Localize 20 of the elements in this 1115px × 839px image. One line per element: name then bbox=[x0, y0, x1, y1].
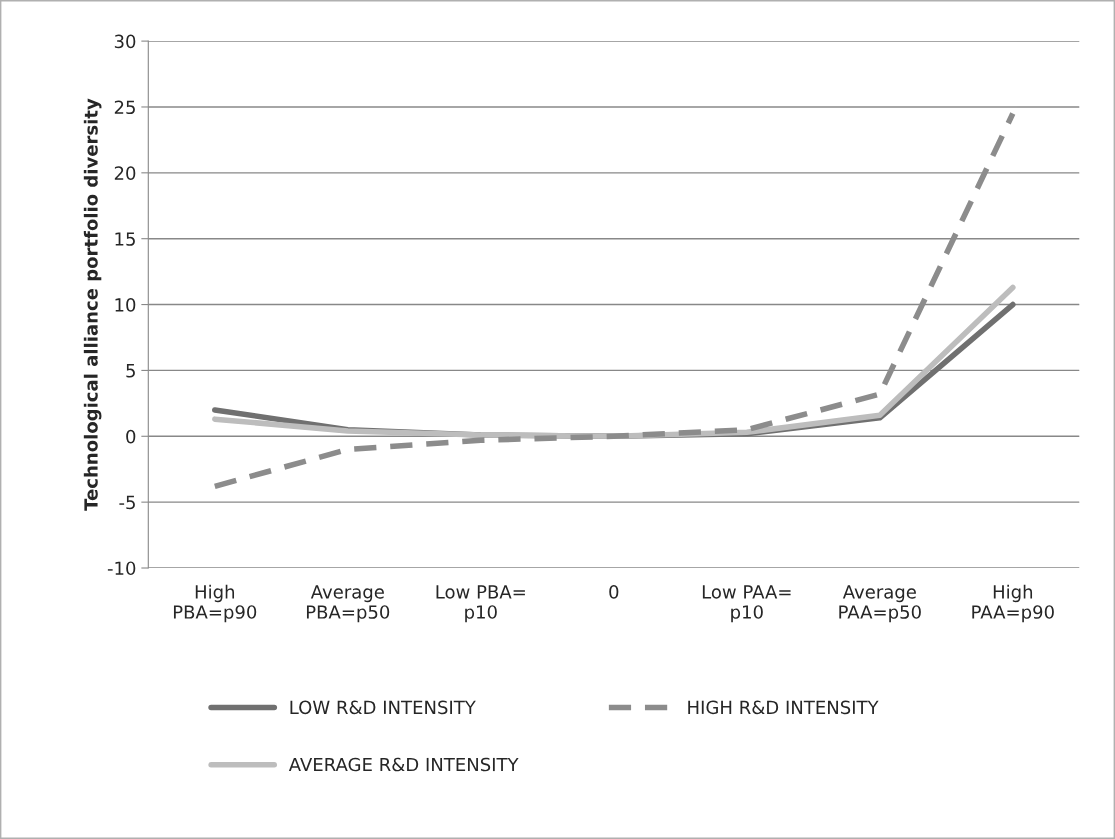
x-tick-label: Average PAA=p50 bbox=[839, 585, 921, 623]
x-tick-label: High PBA=p90 bbox=[173, 584, 257, 623]
x-tick-label: Low PBA= p10 bbox=[436, 585, 525, 623]
y-tick-label: 10 bbox=[115, 298, 136, 312]
x-tick-label: Low PAA= p10 bbox=[702, 585, 791, 623]
y-tick-label: 0 bbox=[126, 429, 136, 444]
y-tick-label: -10 bbox=[107, 561, 136, 576]
y-axis-title: Technological alliance portfolio diversity bbox=[83, 98, 102, 511]
x-tick-label: 0 bbox=[609, 584, 619, 599]
y-tick-label: 15 bbox=[115, 232, 135, 246]
y-tick-label: 20 bbox=[114, 166, 136, 180]
x-tick-label: High PAA=p90 bbox=[972, 584, 1054, 623]
legend-label: HIGH R&D INTENSITY bbox=[688, 700, 879, 715]
y-tick-label: 30 bbox=[114, 34, 136, 49]
legend-label: AVERAGE R&D INTENSITY bbox=[288, 757, 519, 772]
y-tick-label: 25 bbox=[114, 100, 135, 115]
y-tick-label: -5 bbox=[119, 495, 135, 510]
legend-label: LOW R&D INTENSITY bbox=[290, 700, 476, 715]
y-tick-label: 5 bbox=[126, 364, 135, 378]
x-tick-label: Average PBA=p50 bbox=[306, 585, 390, 623]
